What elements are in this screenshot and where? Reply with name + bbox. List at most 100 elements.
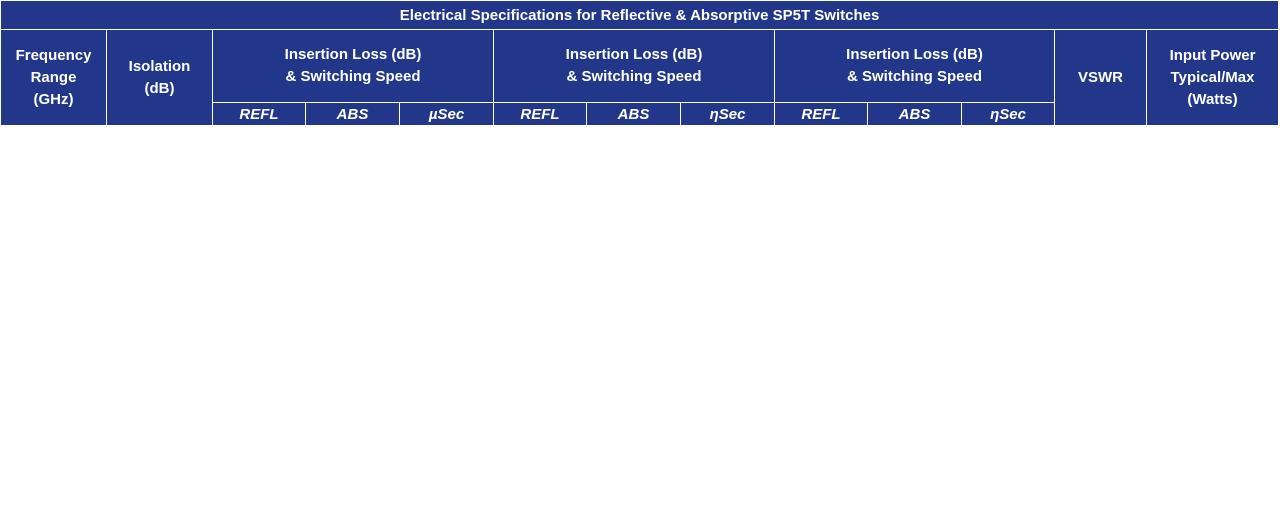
refl-loss-cell: 3.25 (774, 366, 868, 396)
subheader-refl: REFL (212, 102, 306, 126)
refl-loss-cell: 0.80 (212, 156, 306, 186)
refl-loss-cell: 3.25 (774, 426, 868, 456)
frequency-cell: 2.0 - 8.0 (0, 276, 107, 306)
input-power-cell: 0.2/1.0 (1146, 396, 1279, 426)
input-power-cell: 0.2/1.0 (1146, 366, 1279, 396)
refl-loss-cell: 1.20 (774, 186, 868, 216)
abs-loss-cell: 3.50 (867, 336, 962, 366)
refl-loss-cell: 1.50 (212, 276, 306, 306)
abs-loss-cell: 3.50 (305, 336, 400, 366)
isolation-cell: 30 (106, 306, 213, 336)
input-power-cell: 0.2/1.0 (1146, 336, 1279, 366)
vswr-cell: 1.5:1 (1054, 156, 1147, 186)
switching-speed-cell: 1.0 (399, 125, 494, 486)
abs-loss-cell: 3.40 (867, 306, 962, 336)
abs-loss-cell: 1.80 (305, 276, 400, 306)
subheader-abs: ABS (586, 102, 681, 126)
refl-loss-cell: 3.25 (493, 456, 587, 486)
subheader-abs: ABS (305, 102, 400, 126)
vswr-cell: 1.7:1 (1054, 216, 1147, 246)
abs-loss-cell: 1.10 (586, 125, 681, 156)
vswr-cell: 1.7:1 (1054, 276, 1147, 306)
table-title: Electrical Specifications for Reflective… (0, 0, 1280, 30)
frequency-cell: 0.5 - 2.0 (0, 125, 107, 156)
isolation-cell: 80 (106, 366, 213, 396)
table-row: 8.0 - 18.0 30 3.10 3.30 3.10 3.30 3.10 3.40 2.0:… (0, 306, 1279, 336)
abs-loss-cell: 2.10 (867, 276, 962, 306)
table-row: 2.0 - 8.0 80 1.50 1.80 1.50 2.00 1.80 2.10 1.7:1… (0, 276, 1279, 306)
refl-loss-cell: 1.10 (774, 156, 868, 186)
refl-loss-cell: 3.25 (774, 336, 868, 366)
frequency-cell: 8.0 - 18.0 (0, 306, 107, 336)
input-power-cell: 0.2/1.0 (1146, 276, 1279, 306)
subheader-refl: REFL (493, 102, 587, 126)
spec-table: Electrical Specifications for Reflective… (0, 0, 1280, 486)
insertion-loss-header-1: Insertion Loss (dB) & Switching Speed (212, 29, 494, 103)
vswr-cell: 1.5:1 (1054, 186, 1147, 216)
refl-loss-cell: 1.50 (493, 246, 587, 276)
input-power-cell: 0.2/1.0 (1146, 216, 1279, 246)
abs-loss-cell: 1.50 (586, 186, 681, 216)
refl-loss-cell: 3.25 (212, 426, 306, 456)
insertion-loss-header-3: Insertion Loss (dB) & Switching Speed (774, 29, 1055, 103)
abs-loss-cell: 3.50 (586, 336, 681, 366)
isolation-cell: 30 (106, 125, 213, 156)
abs-loss-cell: 1.80 (305, 246, 400, 276)
input-power-cell: 0.1/1.0 (1146, 125, 1279, 156)
table-row: 0.5 - 2.0 30 0.50 1.00 1.0 0.80 1.10 100 0.90 1.3… (0, 125, 1279, 486)
abs-loss-cell: 3.50 (305, 366, 400, 396)
frequency-cell: 2.0 - 18.0 (0, 396, 107, 426)
subheader-abs: ABS (867, 102, 962, 126)
abs-loss-cell: 1.50 (586, 216, 681, 246)
abs-loss-cell: 1.30 (867, 125, 962, 156)
refl-loss-cell: 3.10 (212, 306, 306, 336)
abs-loss-cell: 3.50 (586, 456, 681, 486)
isolation-cell: 80 (106, 456, 213, 486)
refl-loss-cell: 1.50 (493, 276, 587, 306)
refl-loss-cell: 1.80 (774, 276, 868, 306)
frequency-cell: 2.0 - 18.0 (0, 426, 107, 456)
table-row: 2.0 - 18.0 80 3.25 3.50 3.25 3.50 3.25 3.50 2.0:… (0, 456, 1279, 486)
abs-loss-cell: 1.50 (867, 156, 962, 186)
vswr-cell: 2.0:1 (1054, 336, 1147, 366)
subheader-refl: REFL (774, 102, 868, 126)
abs-loss-cell: 3.50 (586, 366, 681, 396)
refl-loss-cell: 3.25 (774, 456, 868, 486)
input-power-cell: 0.2/1.0 (1146, 246, 1279, 276)
vswr-cell: 2.0:1 (1054, 456, 1147, 486)
refl-loss-cell: 3.25 (493, 426, 587, 456)
frequency-cell: 2.0 - 8.0 (0, 216, 107, 246)
abs-loss-cell: 1.40 (586, 156, 681, 186)
subheader-speed: µSec (399, 102, 494, 126)
isolation-cell: 50 (106, 426, 213, 456)
vswr-cell: 1.5:1 (1054, 125, 1147, 156)
input-power-cell: 0.2/1.0 (1146, 306, 1279, 336)
abs-loss-cell: 3.30 (586, 306, 681, 336)
input-power-cell: 0.2/1.0 (1146, 456, 1279, 486)
switching-speed-cell: 30 (961, 125, 1055, 486)
isolation-header: Isolation (dB) (106, 29, 213, 126)
abs-loss-cell: 3.50 (305, 426, 400, 456)
isolation-cell: 50 (106, 336, 213, 366)
input-power-cell: 0.2/1.0 (1146, 426, 1279, 456)
refl-loss-cell: 1.20 (493, 216, 587, 246)
abs-loss-cell: 3.50 (867, 366, 962, 396)
refl-loss-cell: 3.10 (774, 306, 868, 336)
table-row: 8.0 - 18.0 50 3.25 3.50 3.25 3.50 3.25 3.50 2.0:… (0, 336, 1279, 366)
refl-loss-cell: 1.30 (774, 216, 868, 246)
input-power-cell: 0.1/1.0 (1146, 186, 1279, 216)
isolation-cell: 80 (106, 276, 213, 306)
isolation-cell: 30 (106, 216, 213, 246)
abs-loss-cell: 1.40 (305, 216, 400, 246)
input-power-cell: 0.1/1.0 (1146, 156, 1279, 186)
refl-loss-cell: 1.50 (212, 246, 306, 276)
frequency-cell: 0.5 - 2.0 (0, 156, 107, 186)
switching-speed-cell: 100 (680, 125, 775, 486)
refl-loss-cell: 1.00 (212, 216, 306, 246)
refl-loss-cell: 3.10 (493, 306, 587, 336)
subheader-speed: ηSec (680, 102, 775, 126)
refl-loss-cell: 3.25 (212, 366, 306, 396)
vswr-cell: 2.0:1 (1054, 306, 1147, 336)
vswr-cell: 2.0:1 (1054, 366, 1147, 396)
spec-table-body: 0.5 - 2.0 30 0.50 1.00 1.0 0.80 1.10 100 0.90 1.3… (0, 125, 1279, 486)
